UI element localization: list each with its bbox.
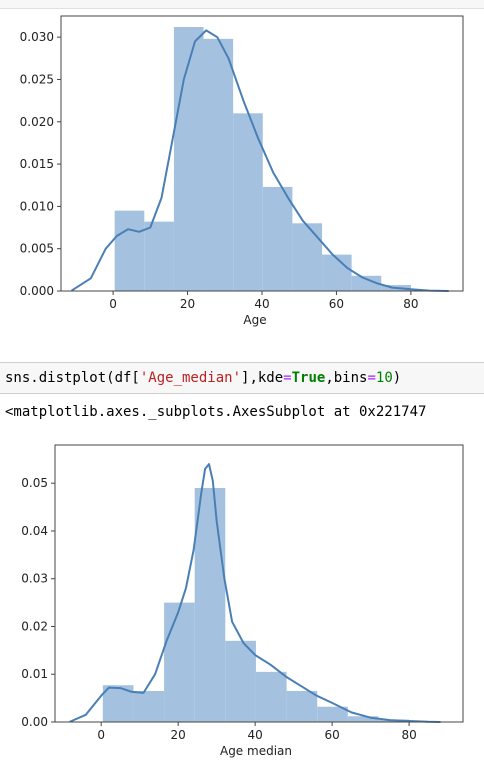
age-y-tick-label: 0.030 — [20, 30, 54, 44]
age-median-histogram-chart: 0 20 40 60 80 0.00 0.01 0.02 0.03 0.04 0.05 Age med… — [21, 444, 464, 758]
age-median-histogram-bar — [255, 671, 287, 722]
age-median-x-tick-label: 0 — [97, 728, 105, 742]
age-histogram-bar — [292, 223, 323, 291]
age-median-histogram-bar — [347, 716, 379, 722]
age-median-histogram-bar — [194, 487, 226, 722]
age-histogram-bar — [262, 186, 293, 291]
age-x-axis-label: Age — [243, 313, 266, 327]
cell-output-text: <matplotlib.axes._subplots.AxesSubplot a… — [5, 404, 427, 420]
age-x-tick-label: 20 — [180, 297, 195, 311]
age-y-tick-label: 0.010 — [20, 199, 54, 213]
age-x-tick-label: 60 — [329, 297, 344, 311]
age-histogram-chart: 0 20 40 60 80 0.000 0.005 0.010 0.015 0.020 0.025 0… — [20, 15, 464, 327]
age-median-kde-line — [69, 463, 441, 723]
age-median-axes-frame — [54, 444, 464, 723]
age-median-x-tick-label: 80 — [401, 728, 416, 742]
age-histogram-bar — [173, 27, 204, 291]
age-median-x-tick-label: 20 — [171, 728, 186, 742]
age-histogram-bar — [144, 221, 174, 291]
age-median-histogram-bar — [164, 602, 195, 722]
age-histogram-bar — [114, 210, 145, 291]
age-y-tick-label: 0.005 — [20, 242, 54, 256]
age-median-histogram-bar — [133, 690, 165, 722]
age-median-x-tick-label: 40 — [248, 728, 263, 742]
age-median-x-axis-label: Age median — [220, 744, 292, 758]
age-y-tick-label: 0.015 — [20, 157, 54, 171]
previous-cell-edge — [0, 0, 484, 9]
age-histogram-bar — [322, 254, 352, 291]
age-median-y-tick-label: 0.00 — [21, 715, 48, 729]
age-median-histogram-bar — [225, 640, 256, 722]
code-cell[interactable]: sns.distplot(df['Age_median'],kde=True,b… — [0, 362, 484, 394]
age-y-tick-label: 0.000 — [20, 284, 54, 298]
age-x-tick-label: 0 — [109, 297, 117, 311]
age-median-y-tick-label: 0.03 — [21, 572, 48, 586]
age-median-y-tick-label: 0.04 — [21, 524, 48, 538]
age-x-tick-label: 40 — [254, 297, 269, 311]
age-median-y-tick-label: 0.05 — [21, 476, 48, 490]
age-median-y-tick-label: 0.01 — [21, 667, 48, 681]
age-median-histogram-bar — [286, 690, 318, 722]
age-histogram-bar — [233, 113, 263, 291]
age-x-tick-label: 80 — [403, 297, 418, 311]
age-median-y-tick-label: 0.02 — [21, 619, 48, 633]
age-median-x-tick-label: 60 — [324, 728, 339, 742]
age-histogram-bar — [351, 275, 382, 291]
age-histogram-bar — [203, 38, 234, 291]
age-y-tick-label: 0.025 — [20, 72, 54, 86]
age-y-tick-label: 0.020 — [20, 115, 54, 129]
age-kde-line — [71, 29, 450, 292]
age-median-histogram-bar — [317, 706, 348, 722]
